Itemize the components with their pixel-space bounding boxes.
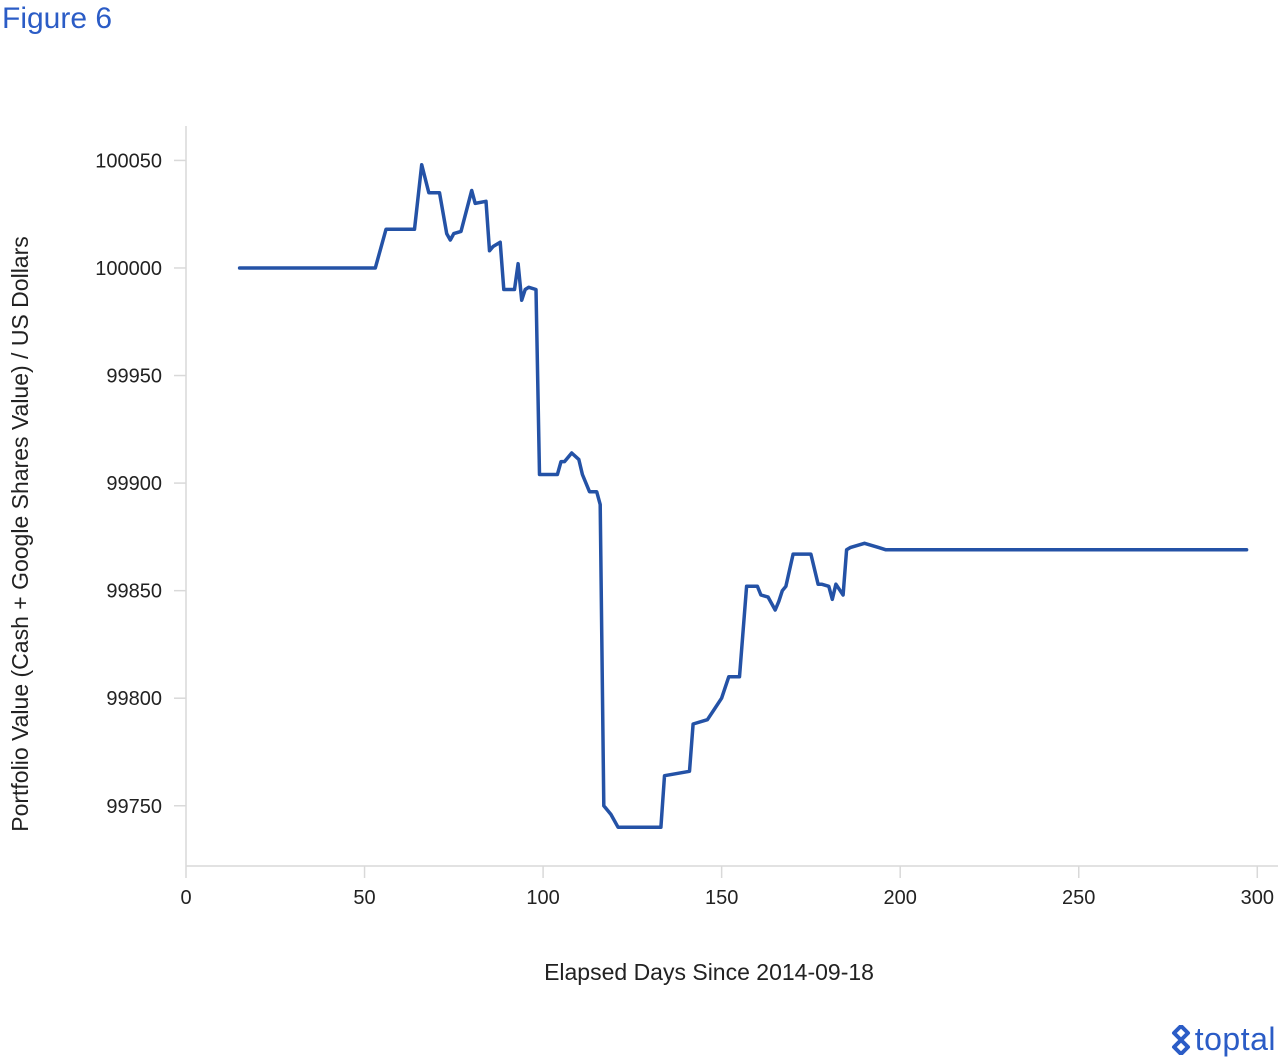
figure-title: Figure 6 [2,2,113,35]
y-tick-label: 99900 [106,473,162,495]
y-tick-label: 100000 [95,258,162,280]
x-tick-label: 250 [1062,887,1095,909]
x-tick-label: 150 [705,887,738,909]
x-tick-label: 200 [884,887,917,909]
x-tick-label: 0 [180,887,191,909]
toptal-logo-icon [1171,1024,1190,1055]
x-tick-label: 300 [1241,887,1274,909]
y-tick-label: 99750 [106,796,162,818]
toptal-logo: toptal [1167,1021,1276,1058]
y-axis-label: Portfolio Value (Cash + Google Shares Va… [7,236,33,832]
x-axis-label: Elapsed Days Since 2014-09-18 [544,959,874,985]
x-tick-label: 50 [353,887,375,909]
x-tick-label: 100 [526,887,559,909]
y-tick-label: 99950 [106,366,162,388]
series-line [237,162,1249,830]
y-tick-label: 99850 [106,581,162,603]
toptal-logo-text: toptal [1194,1021,1276,1057]
y-tick-label: 99800 [106,688,162,710]
y-tick-label: 100050 [95,150,162,172]
